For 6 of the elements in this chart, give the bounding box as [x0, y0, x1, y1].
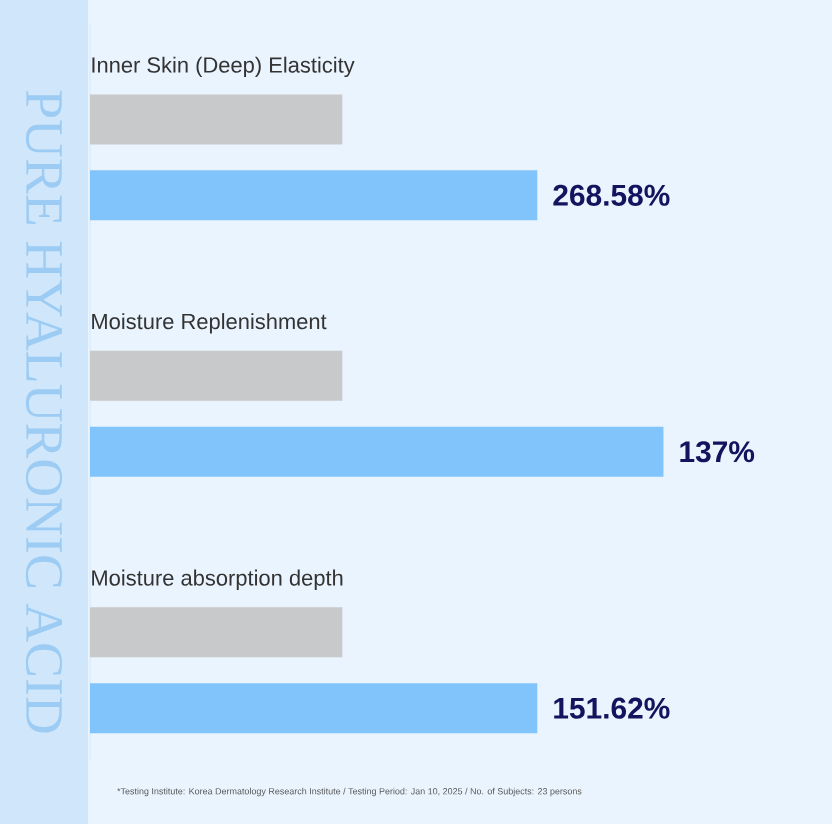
y-tick-label: Moisture absorption depth: [92, 569, 343, 590]
text: 137%: [680, 441, 755, 463]
y-tick-label: Moisture Replenishment: [92, 313, 327, 334]
annotation: 151.62%: [554, 697, 670, 719]
annotation: 268.58%: [553, 184, 670, 206]
y-tick-label: Inner Skin (Deep) Elasticity: [92, 56, 355, 78]
